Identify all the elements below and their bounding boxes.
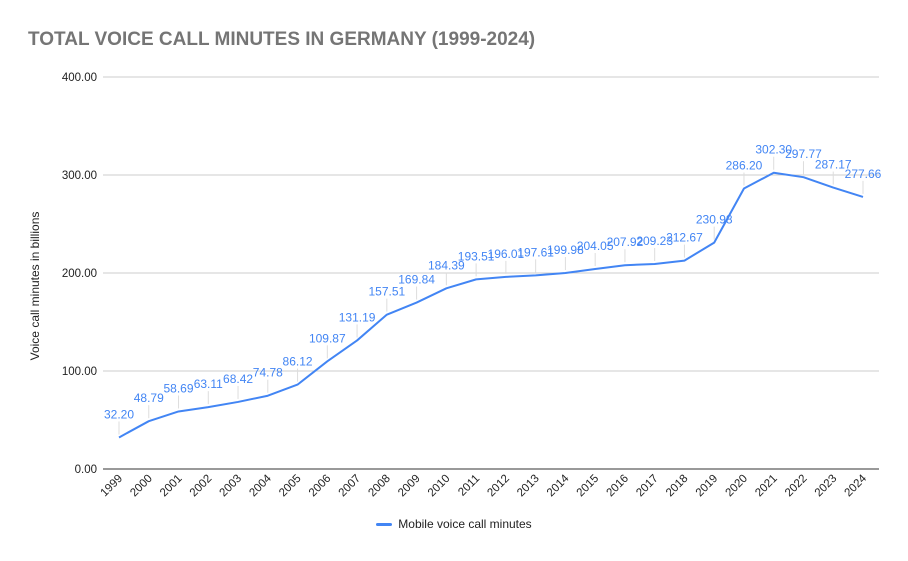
- data-label: 157.51: [368, 285, 405, 299]
- data-label: 131.19: [339, 310, 376, 324]
- x-tick-label: 2002: [188, 473, 215, 500]
- x-tick-label: 2021: [753, 473, 780, 500]
- x-tick-label: 2007: [337, 473, 364, 500]
- data-label: 48.79: [134, 391, 164, 405]
- x-tick-label: 2009: [396, 473, 423, 500]
- chart-title: TOTAL VOICE CALL MINUTES IN GERMANY (199…: [28, 29, 536, 50]
- y-tick-label: 200.00: [62, 268, 97, 280]
- data-label: 212.67: [666, 231, 703, 245]
- x-tick-label: 2017: [634, 473, 661, 500]
- y-tick-label: 400.00: [62, 72, 97, 84]
- x-tick-label: 2014: [545, 472, 572, 499]
- x-tick-label: 2008: [366, 473, 393, 500]
- x-tick-label: 2003: [218, 473, 245, 500]
- data-label: 193.51: [458, 249, 495, 263]
- x-tick-label: 2016: [604, 473, 631, 500]
- data-label: 86.12: [283, 355, 313, 369]
- x-tick-label: 2018: [664, 473, 691, 500]
- x-tick-label: 2023: [813, 473, 840, 500]
- data-label: 197.61: [517, 245, 554, 259]
- data-label: 109.87: [309, 331, 346, 345]
- data-label: 287.17: [815, 158, 852, 172]
- x-tick-label: 2011: [456, 473, 482, 499]
- data-label: 63.11: [194, 377, 223, 391]
- x-tick-label: 2005: [277, 473, 304, 500]
- x-tick-label: 2000: [128, 473, 155, 500]
- x-tick-label: 2012: [485, 473, 512, 500]
- data-label: 286.20: [726, 159, 763, 173]
- x-tick-label: 2010: [426, 473, 453, 500]
- data-label: 199.98: [547, 243, 584, 257]
- y-tick-label: 300.00: [62, 170, 97, 182]
- x-tick-label: 1999: [99, 473, 126, 500]
- data-label: 68.42: [223, 372, 253, 386]
- legend-swatch: [376, 523, 393, 527]
- data-label: 209.23: [636, 234, 673, 248]
- legend[interactable]: Mobile voice call minutes: [0, 517, 908, 531]
- data-label: 207.92: [607, 235, 644, 249]
- data-label: 204.05: [577, 239, 614, 253]
- x-tick-label: 2006: [307, 473, 334, 500]
- x-tick-label: 2019: [694, 473, 721, 500]
- data-label: 169.84: [398, 273, 435, 287]
- x-tick-label: 2013: [515, 473, 542, 500]
- data-label: 184.39: [428, 258, 465, 272]
- x-tick-label: 2022: [783, 473, 810, 500]
- x-tick-label: 2020: [723, 473, 750, 500]
- data-label: 302.30: [755, 143, 792, 157]
- data-label: 297.77: [785, 147, 822, 161]
- data-label: 196.01: [488, 247, 525, 261]
- data-label: 74.78: [253, 366, 283, 380]
- data-label: 277.66: [845, 167, 882, 181]
- y-tick-label: 100.00: [62, 366, 97, 378]
- legend-label: Mobile voice call minutes: [398, 517, 532, 531]
- data-label: 32.20: [104, 407, 134, 421]
- data-label: 230.98: [696, 213, 733, 227]
- data-label: 58.69: [164, 381, 194, 395]
- x-tick-label: 2004: [247, 472, 274, 499]
- series-line: [118, 171, 864, 439]
- x-tick-label: 2001: [158, 473, 185, 500]
- x-tick-label: 2015: [575, 473, 602, 500]
- y-tick-label: 0.00: [75, 464, 97, 476]
- x-tick-label: 2024: [843, 472, 870, 499]
